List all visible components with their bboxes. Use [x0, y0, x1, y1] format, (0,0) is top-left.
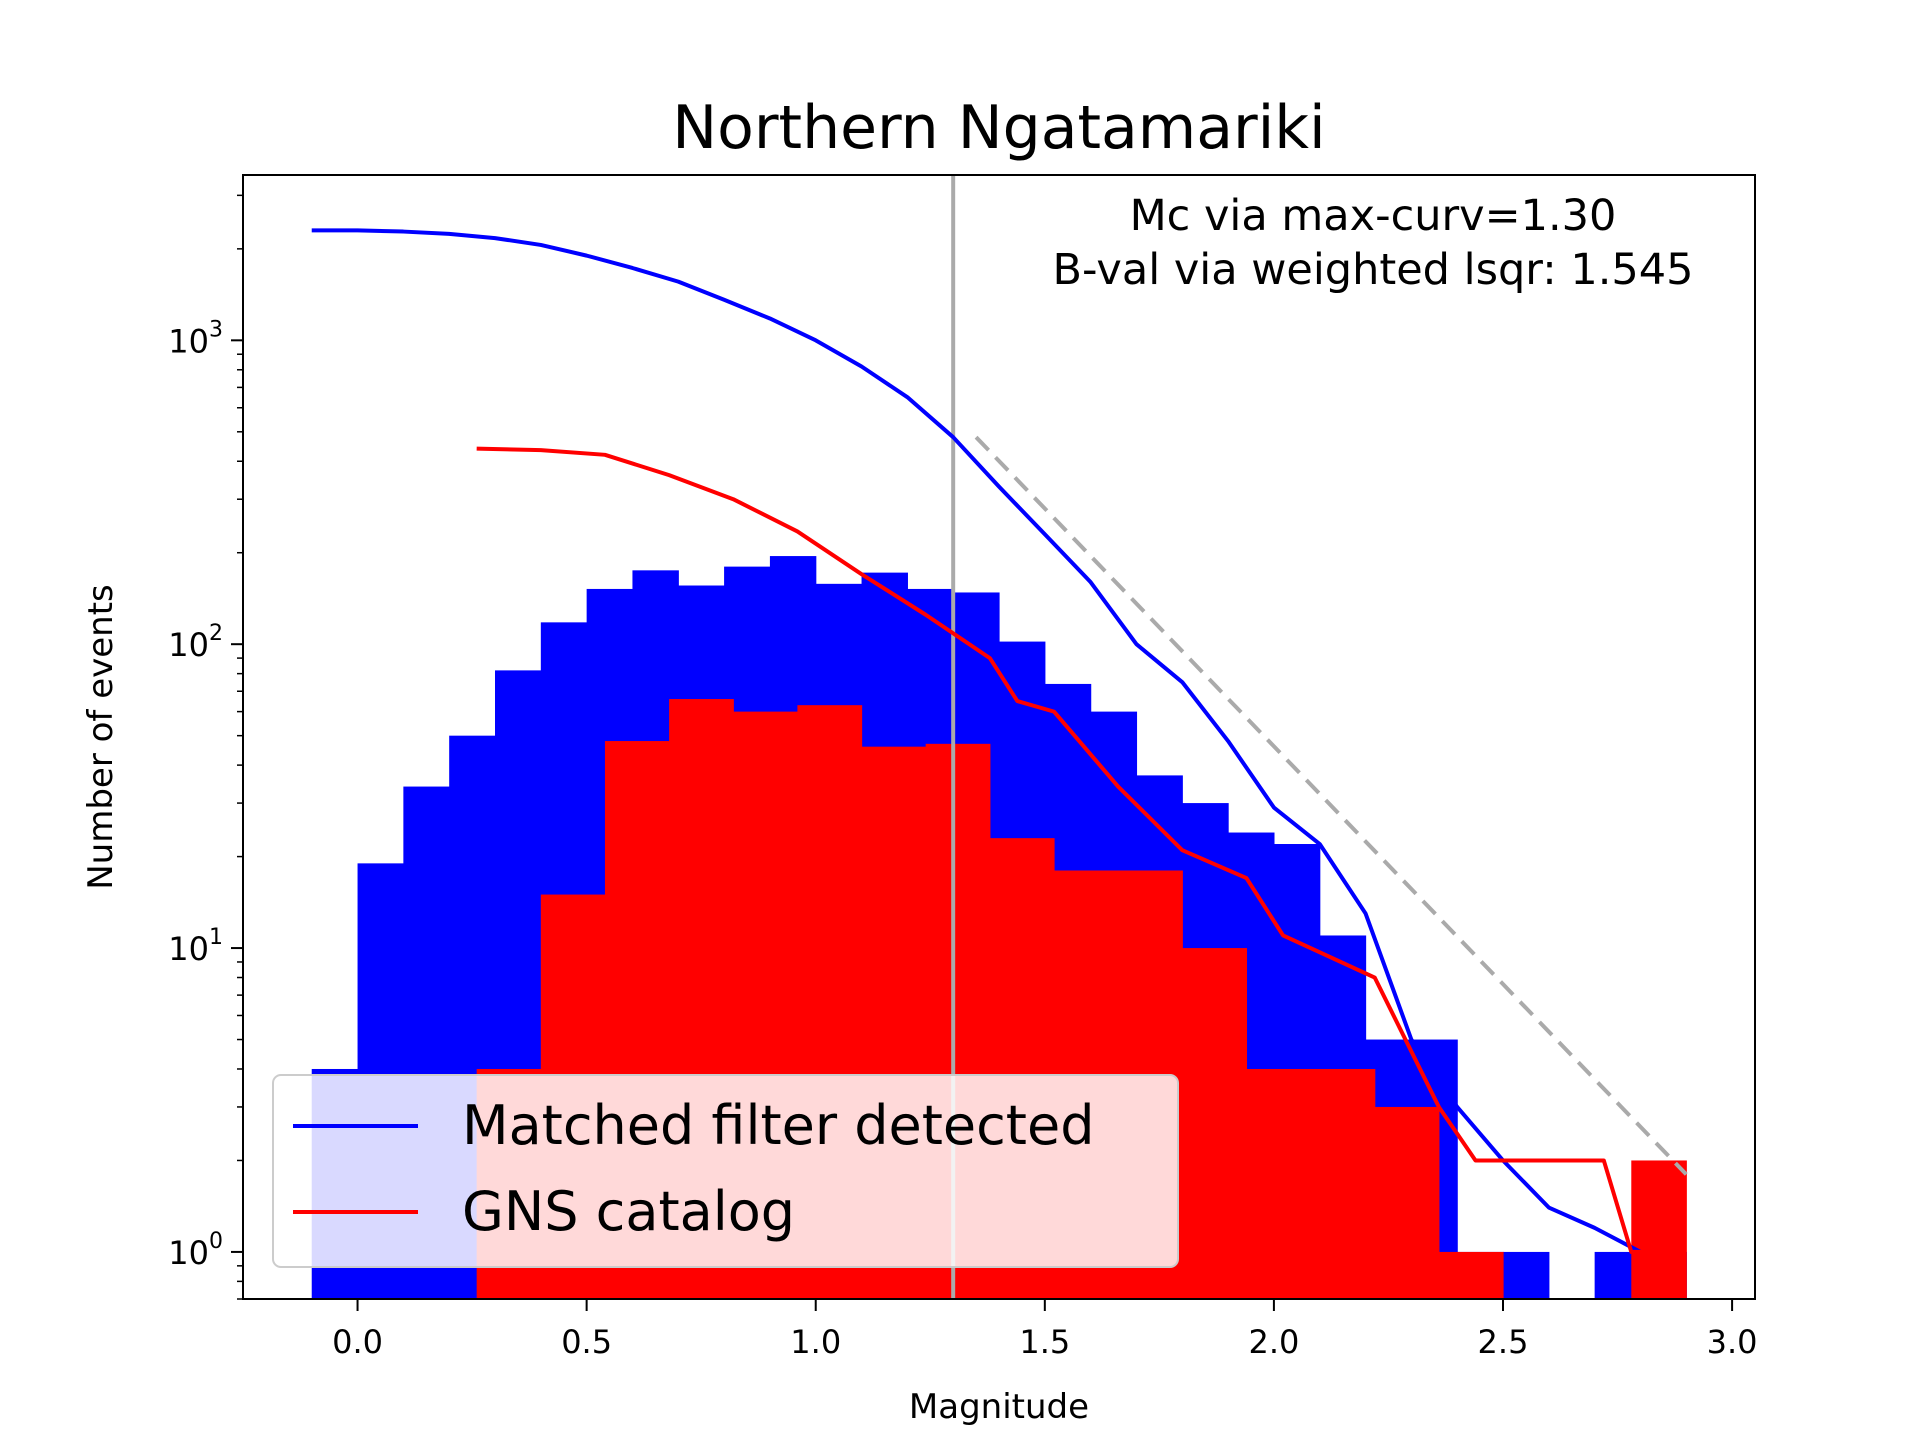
- legend: Matched filter detected GNS catalog: [272, 1074, 1179, 1268]
- line-matched-filter: [311, 228, 1642, 1254]
- line-gns-catalog: [476, 446, 1687, 1254]
- annotation-mc: Mc via max-curv=1.30: [1130, 191, 1617, 241]
- bar-gns-catalog-18: [1631, 1160, 1687, 1299]
- bar-gns-catalog-13: [1310, 1068, 1376, 1299]
- x-tick-label: 2.0: [1248, 1323, 1299, 1361]
- y-axis-label: Number of events: [81, 584, 121, 890]
- legend-box: [272, 1074, 1179, 1268]
- y-tick-label: 100: [168, 1229, 223, 1272]
- x-tick-label: 2.5: [1478, 1323, 1529, 1361]
- bar-gns-catalog-14: [1374, 1106, 1440, 1299]
- x-axis-label: Magnitude: [909, 1387, 1089, 1427]
- plot-frame: [242, 174, 1756, 1300]
- x-tick-label: 0.5: [561, 1323, 612, 1361]
- y-tick-label: 103: [168, 317, 223, 360]
- legend-label-gns-catalog: GNS catalog: [462, 1180, 795, 1243]
- bar-gns-catalog-11: [1182, 948, 1248, 1299]
- legend-label-matched-filter: Matched filter detected: [462, 1094, 1094, 1157]
- x-tick-label: 3.0: [1707, 1323, 1758, 1361]
- b-value-fit-line: [974, 435, 1688, 1176]
- annotation-bval: B-val via weighted lsqr: 1.545: [1053, 245, 1694, 295]
- x-tick-label: 1.0: [790, 1323, 841, 1361]
- x-tick-label: 1.5: [1019, 1323, 1070, 1361]
- bar-gns-catalog-12: [1246, 1068, 1312, 1299]
- bar-gns-catalog-15: [1438, 1251, 1504, 1299]
- x-tick-label: 0.0: [332, 1323, 383, 1361]
- y-tick-label: 101: [168, 925, 223, 968]
- bar-matched-filter-26: [1503, 1251, 1550, 1299]
- chart-title: Northern Ngatamariki: [672, 93, 1325, 163]
- y-tick-label: 102: [168, 621, 223, 664]
